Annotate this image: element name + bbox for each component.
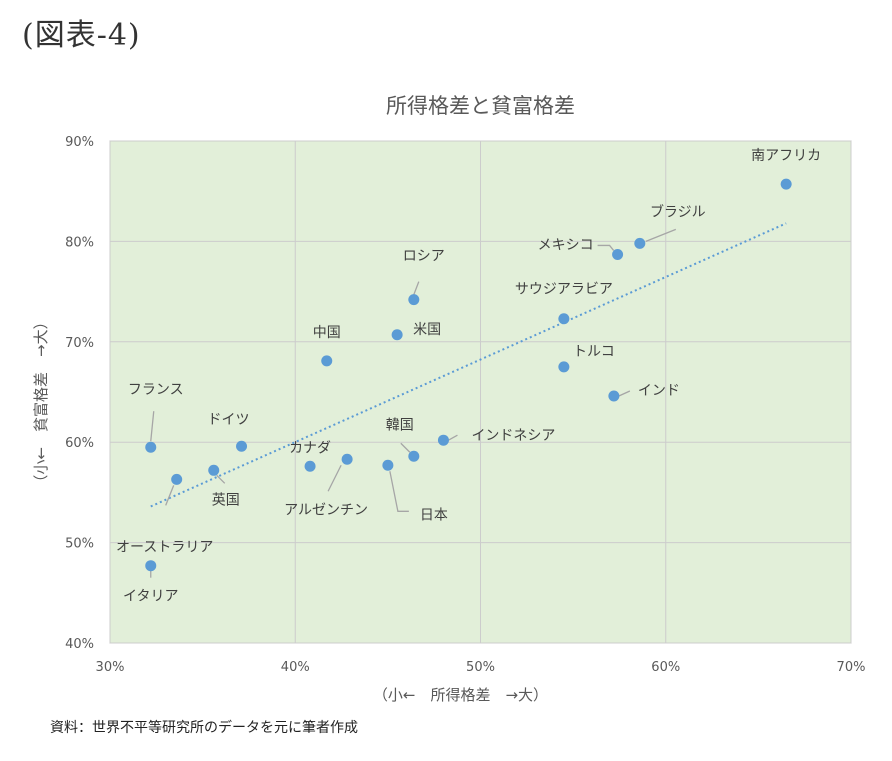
label-leader-lines — [150, 228, 677, 578]
point-label: 南アフリカ — [751, 148, 821, 164]
point-label: 韓国 — [386, 417, 414, 433]
point-label: ロシア — [403, 249, 445, 265]
y-axis-ticks: 40% 50% 60% 70% 80% 90% — [65, 135, 94, 652]
y-tick-label: 80% — [65, 235, 94, 250]
data-point — [321, 355, 333, 367]
data-point — [612, 248, 624, 260]
y-tick-label: 90% — [65, 135, 94, 150]
leader-line — [400, 442, 411, 453]
point-label: インド — [638, 383, 680, 399]
y-axis-title: （小← 貧富格差 →大） — [32, 314, 50, 489]
x-tick-label: 30% — [96, 660, 125, 675]
leader-line — [165, 485, 175, 506]
point-label: 英国 — [212, 491, 240, 508]
data-points — [145, 178, 792, 572]
x-tick-label: 50% — [466, 660, 495, 675]
leader-line — [448, 434, 458, 441]
data-point — [408, 294, 420, 306]
leader-line — [389, 471, 409, 512]
x-tick-label: 40% — [281, 660, 310, 675]
point-label: ブラジル — [650, 203, 706, 220]
leader-line — [216, 474, 226, 484]
y-tick-label: 50% — [65, 537, 94, 552]
data-point — [608, 390, 620, 402]
leader-line — [327, 464, 342, 492]
point-label: カナダ — [289, 440, 331, 456]
data-point — [780, 178, 792, 190]
data-point — [558, 361, 570, 373]
point-label: 日本 — [420, 507, 448, 523]
point-label: オーストラリア — [116, 539, 213, 555]
trendline — [150, 222, 787, 508]
point-label: インドネシア — [471, 428, 555, 444]
data-point — [558, 313, 570, 325]
x-axis-ticks: 30% 40% 50% 60% 70% — [96, 660, 866, 675]
x-axis-title: （小← 所得格差 →大） — [373, 686, 548, 704]
point-label: 米国 — [413, 322, 441, 338]
point-label: ドイツ — [208, 412, 250, 428]
data-point — [634, 237, 646, 249]
leader-line — [413, 281, 420, 295]
y-tick-label: 40% — [65, 637, 94, 652]
leader-line — [645, 228, 677, 243]
point-label: アルゼンチン — [284, 502, 368, 518]
source-note: 資料：世界不平等研究所のデータを元に筆者作成 — [50, 720, 358, 736]
data-point — [145, 560, 157, 572]
point-label: サウジアラビア — [515, 282, 613, 298]
leader-line — [618, 390, 631, 397]
point-label: メキシコ — [538, 237, 594, 253]
point-label: フランス — [128, 382, 184, 398]
data-point — [391, 329, 403, 341]
y-tick-label: 70% — [65, 336, 94, 351]
point-label: イタリア — [123, 589, 178, 605]
chart-title: 所得格差と貧富格差 — [386, 94, 575, 118]
point-label: 中国 — [313, 325, 341, 341]
figure-label: (図表-4) — [22, 18, 141, 53]
leader-line — [597, 244, 615, 251]
data-point — [171, 473, 183, 485]
data-point — [145, 441, 157, 453]
y-tick-label: 60% — [65, 436, 94, 451]
data-point — [341, 453, 353, 465]
data-point — [304, 460, 316, 472]
data-point — [236, 440, 248, 452]
data-point — [437, 434, 449, 446]
x-tick-label: 60% — [651, 660, 680, 675]
point-label: トルコ — [573, 344, 615, 360]
gridlines — [109, 140, 852, 644]
data-point — [408, 450, 420, 462]
x-tick-label: 70% — [837, 660, 866, 675]
data-point — [208, 464, 220, 476]
leader-line — [150, 411, 155, 442]
data-point — [382, 459, 394, 471]
